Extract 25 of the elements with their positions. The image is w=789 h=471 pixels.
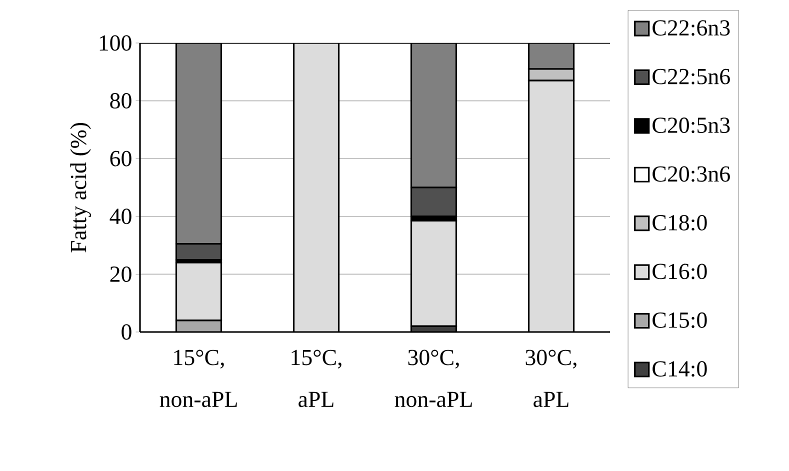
y-tick-label: 40 xyxy=(110,208,132,224)
y-tick-label: 20 xyxy=(110,266,132,282)
bar xyxy=(410,220,458,328)
legend-label: C18:0 xyxy=(652,214,707,231)
y-tick-label: 100 xyxy=(100,35,132,51)
x-tick-label: 15°C, non-aPL xyxy=(160,350,237,408)
legend-label: C16:0 xyxy=(652,264,707,280)
y-tick-label: 0 xyxy=(122,324,132,340)
bar xyxy=(175,42,222,245)
y-axis-title: Fatty acid (%) xyxy=(70,122,92,252)
legend-label: C22:6n3 xyxy=(652,20,730,36)
bar xyxy=(410,42,458,188)
bar xyxy=(528,80,575,332)
legend-label: C14:0 xyxy=(652,361,707,377)
legend-label: C15:0 xyxy=(652,312,707,328)
x-tick-label: 30°C, aPL xyxy=(526,350,576,408)
y-tick-label: 60 xyxy=(110,150,132,166)
x-tick-label: 15°C, aPL xyxy=(292,350,342,408)
legend-label: C22:5n6 xyxy=(652,68,730,84)
legend-label: C20:3n6 xyxy=(652,166,730,182)
y-tick-label: 80 xyxy=(110,93,132,109)
bar xyxy=(175,262,222,322)
x-tick-label: 30°C, non-aPL xyxy=(394,350,472,408)
legend-label: C20:5n3 xyxy=(652,118,730,134)
bar xyxy=(410,186,458,218)
